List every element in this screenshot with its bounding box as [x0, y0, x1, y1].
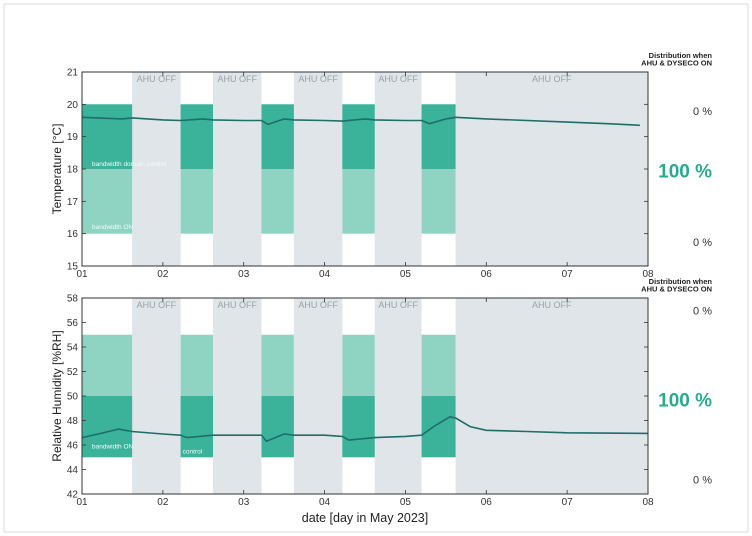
control-band-inner: [342, 104, 375, 169]
distribution-title: AHU & DYSECO ON: [641, 59, 712, 68]
ahu-off-label: AHU OFF: [217, 74, 257, 84]
control-band-inner: [180, 104, 213, 169]
x-tick-label: 06: [481, 269, 493, 280]
distribution-value: 0 %: [693, 305, 712, 317]
y-tick-label: 48: [67, 416, 79, 427]
ahu-off-label: AHU OFF: [378, 300, 418, 310]
y-tick-label: 44: [67, 465, 79, 476]
ahu-off-region: [132, 72, 181, 266]
band-label: control: [183, 449, 203, 456]
x-tick-label: 08: [642, 497, 654, 508]
ahu-off-region: [455, 72, 648, 266]
control-band-inner: [261, 396, 294, 458]
ahu-off-label: AHU OFF: [298, 74, 338, 84]
x-tick-label: 02: [157, 269, 169, 280]
ahu-off-region: [293, 298, 343, 494]
x-tick-label: 07: [562, 269, 574, 280]
ahu-off-region: [212, 298, 262, 494]
distribution-title: AHU & DYSECO ON: [641, 285, 712, 294]
ahu-off-region: [212, 72, 262, 266]
control-band-inner: [82, 396, 133, 458]
y-tick-label: 19: [67, 132, 79, 143]
distribution-value-highlight: 100 %: [658, 162, 712, 183]
x-tick-label: 03: [238, 269, 250, 280]
y-tick-label: 16: [67, 229, 79, 240]
x-tick-label: 05: [400, 497, 412, 508]
x-tick-label: 01: [76, 269, 88, 280]
x-tick-label: 05: [400, 269, 412, 280]
y-tick-label: 54: [67, 343, 79, 354]
chart-panel-1: AHU OFF AHU OFF AHU OFF AHU OFF AHU OFF bandw…: [50, 51, 712, 280]
x-tick-label: 07: [562, 497, 574, 508]
x-tick-label: 08: [642, 269, 654, 280]
y-tick-label: 15: [67, 262, 79, 273]
control-band-inner: [342, 396, 375, 458]
y-tick-label: 42: [67, 490, 79, 501]
y-tick-label: 52: [67, 367, 79, 378]
ahu-off-label: AHU OFF: [137, 74, 177, 84]
band-label: bandwidth ON: [92, 444, 133, 451]
control-band-inner: [421, 396, 456, 458]
y-tick-label: 20: [67, 100, 79, 111]
x-axis-label: date [day in May 2023]: [302, 511, 428, 525]
y-tick-label: 56: [67, 318, 79, 329]
y-tick-label: 18: [67, 165, 79, 176]
ahu-off-label: AHU OFF: [378, 74, 418, 84]
control-band-inner: [180, 396, 213, 458]
x-tick-label: 04: [319, 497, 331, 508]
ahu-off-region: [374, 72, 422, 266]
ahu-off-label: AHU OFF: [137, 300, 177, 310]
ahu-off-label: AHU OFF: [532, 300, 572, 310]
distribution-value: 0 %: [693, 474, 712, 486]
y-tick-label: 50: [67, 392, 79, 403]
ahu-off-region: [132, 298, 181, 494]
ahu-off-region: [293, 72, 343, 266]
x-tick-label: 06: [481, 497, 493, 508]
distribution-title: Distribution when: [649, 277, 713, 286]
ahu-off-region: [455, 298, 648, 494]
y-tick-label: 46: [67, 441, 79, 452]
control-band-inner: [421, 104, 456, 169]
ahu-off-region: [374, 298, 422, 494]
y-axis-label: Relative Humidity [%RH]: [50, 330, 64, 461]
distribution-value-highlight: 100 %: [658, 391, 712, 412]
y-tick-label: 58: [67, 294, 79, 305]
band-label: bandwidth domain control: [92, 161, 167, 168]
band-label: bandwidth ON: [92, 224, 133, 231]
ahu-off-label: AHU OFF: [298, 300, 338, 310]
distribution-value: 0 %: [693, 106, 712, 118]
x-tick-label: 03: [238, 497, 250, 508]
series-line: [81, 116, 640, 127]
distribution-title: Distribution when: [649, 51, 713, 60]
x-tick-label: 04: [319, 269, 331, 280]
x-tick-label: 02: [157, 497, 169, 508]
y-axis-label: Temperature [°C]: [50, 124, 64, 215]
y-tick-label: 17: [67, 197, 79, 208]
series-line: [81, 415, 649, 443]
chart-panel-2: AHU OFF AHU OFF AHU OFF AHU OFF AHU OFF bandw…: [50, 277, 712, 508]
control-band-inner: [261, 104, 294, 169]
control-band-inner: [82, 104, 133, 169]
ahu-off-label: AHU OFF: [532, 74, 572, 84]
distribution-value: 0 %: [693, 237, 712, 249]
ahu-off-label: AHU OFF: [217, 300, 257, 310]
y-tick-label: 21: [67, 68, 79, 79]
x-tick-label: 01: [76, 497, 88, 508]
